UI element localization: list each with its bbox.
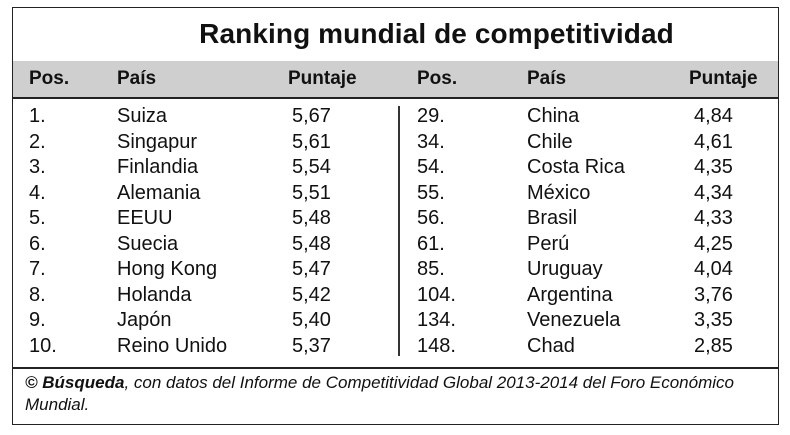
row-pais: Alemania — [117, 181, 201, 204]
row-puntaje: 4,61 — [694, 130, 733, 153]
row-pais: Perú — [527, 232, 570, 255]
row-pos: 61. — [417, 232, 445, 255]
row-pais: Singapur — [117, 130, 198, 153]
table-row: 6. Suecia 5,48 61. Perú 4,25 — [13, 231, 778, 257]
row-puntaje: 4,25 — [694, 232, 733, 255]
row-pos: 85. — [417, 258, 445, 280]
table-row: 5. EEUU 5,48 56. Brasil 4,33 — [13, 205, 778, 231]
row-puntaje: 4,33 — [694, 207, 733, 229]
table-row: 3. Finlandia 5,54 54. Costa Rica 4,35 — [13, 154, 778, 180]
row-pos: 1. — [29, 105, 46, 127]
row-pos: 148. — [417, 334, 456, 357]
row-pos: 7. — [29, 258, 46, 280]
row-pos: 9. — [29, 309, 46, 331]
source-text: , con datos del Informe de Competitivida… — [25, 373, 734, 414]
row-pais: Chad — [527, 334, 575, 357]
row-pais: Suiza — [117, 105, 168, 127]
row-puntaje: 5,40 — [292, 309, 331, 331]
row-pais: Reino Unido — [117, 334, 228, 357]
table-row: 10. Reino Unido 5,37 148. Chad 2,85 — [13, 333, 778, 359]
row-pos: 4. — [29, 181, 46, 204]
copyright-symbol: © — [25, 373, 38, 392]
row-pos: 104. — [417, 283, 456, 306]
row-puntaje: 5,54 — [292, 156, 331, 178]
row-puntaje: 4,04 — [694, 258, 733, 280]
row-puntaje: 5,48 — [292, 232, 331, 255]
row-puntaje: 4,84 — [694, 105, 733, 127]
table-title: Ranking mundial de competitividad — [199, 18, 674, 49]
row-pais: Hong Kong — [117, 258, 218, 280]
row-pais: Chile — [527, 130, 573, 153]
row-pais: EEUU — [117, 207, 173, 229]
table-row: 4. Alemania 5,51 55. México 4,34 — [13, 180, 778, 206]
footer-divider-line — [13, 367, 778, 369]
row-puntaje: 5,47 — [292, 258, 331, 280]
row-pos: 2. — [29, 130, 46, 153]
row-puntaje: 5,42 — [292, 283, 331, 306]
row-puntaje: 4,34 — [694, 181, 733, 204]
source-note: © Búsqueda, con datos del Informe de Com… — [25, 372, 770, 416]
row-pos: 54. — [417, 156, 445, 178]
table-row: 8. Holanda 5,42 104. Argentina 3,76 — [13, 282, 778, 308]
row-pos: 134. — [417, 309, 456, 331]
row-pais: Argentina — [527, 283, 613, 306]
header-pos-left: Pos. — [29, 68, 70, 89]
row-puntaje: 5,61 — [292, 130, 331, 153]
row-pais: Finlandia — [117, 156, 199, 178]
row-pais: Suecia — [117, 232, 179, 255]
row-pos: 56. — [417, 207, 445, 229]
row-pos: 5. — [29, 207, 46, 229]
row-pais: Venezuela — [527, 309, 621, 331]
row-pos: 10. — [29, 334, 57, 357]
row-pais: Japón — [117, 309, 172, 331]
row-pos: 55. — [417, 181, 445, 204]
table-header: Pos. País Puntaje Pos. País Puntaje — [13, 61, 778, 98]
row-puntaje: 3,35 — [694, 309, 733, 331]
row-pais: Holanda — [117, 283, 192, 306]
table-row: 9. Japón 5,40 134. Venezuela 3,35 — [13, 307, 778, 333]
row-pais: Costa Rica — [527, 156, 625, 178]
row-puntaje: 2,85 — [694, 334, 733, 357]
column-divider — [398, 106, 400, 356]
row-pos: 29. — [417, 105, 445, 127]
table-row: 2. Singapur 5,61 34. Chile 4,61 — [13, 129, 778, 155]
row-pais: Brasil — [527, 207, 578, 229]
header-divider-line — [13, 97, 778, 99]
header-pais-left: País — [117, 68, 157, 89]
table-row: 7. Hong Kong 5,47 85. Uruguay 4,04 — [13, 256, 778, 282]
row-puntaje: 5,37 — [292, 334, 331, 357]
row-puntaje: 5,67 — [292, 105, 331, 127]
row-pos: 34. — [417, 130, 445, 153]
row-puntaje: 4,35 — [694, 156, 733, 178]
header-pos-right: Pos. — [417, 68, 458, 89]
header-puntaje-right: Puntaje — [689, 68, 758, 89]
row-pais: China — [527, 105, 580, 127]
ranking-table-card: Ranking mundial de competitividad Pos. P… — [12, 7, 779, 425]
table-row: 1. Suiza 5,67 29. China 4,84 — [13, 103, 778, 129]
header-puntaje-left: Puntaje — [288, 68, 357, 89]
row-pais: Uruguay — [527, 258, 603, 280]
header-pais-right: País — [527, 68, 567, 89]
row-pos: 3. — [29, 156, 46, 178]
source-name: Búsqueda — [42, 373, 125, 392]
row-puntaje: 5,51 — [292, 181, 331, 204]
row-pos: 6. — [29, 232, 46, 255]
row-pais: México — [527, 181, 591, 204]
row-puntaje: 3,76 — [694, 283, 733, 306]
row-pos: 8. — [29, 283, 46, 306]
row-puntaje: 5,48 — [292, 207, 331, 229]
